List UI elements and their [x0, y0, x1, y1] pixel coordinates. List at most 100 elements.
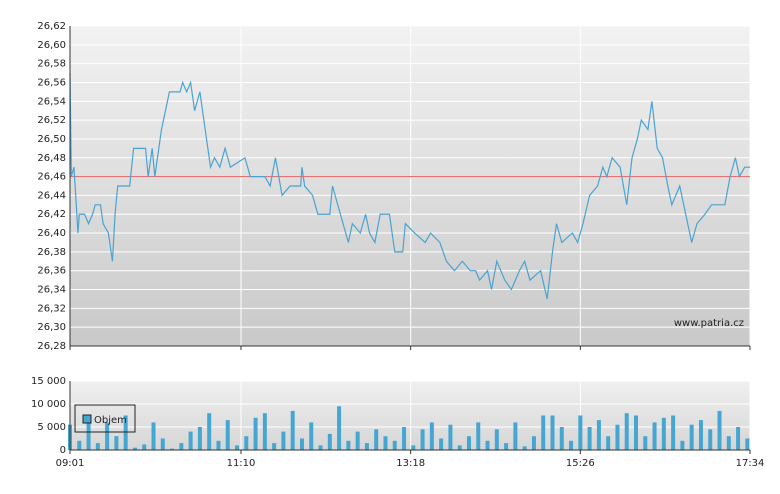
y-tick-label: 26,54 — [37, 96, 66, 107]
legend-swatch — [82, 414, 92, 424]
y-tick-label: 0 — [60, 445, 66, 456]
volume-bar — [448, 424, 453, 450]
volume-bar — [207, 413, 212, 450]
volume-bar — [281, 431, 286, 450]
volume-bar — [142, 444, 147, 450]
volume-bar — [541, 415, 546, 450]
volume-bar — [494, 429, 499, 450]
volume-bar — [262, 413, 267, 450]
y-tick-label: 26,38 — [37, 247, 66, 258]
volume-bar — [411, 445, 416, 450]
price-line — [69, 73, 750, 300]
y-tick-label: 26,32 — [37, 303, 66, 314]
volume-bar — [429, 422, 434, 450]
legend-box — [74, 404, 136, 433]
volume-bar — [745, 438, 750, 450]
y-tick-label: 26,58 — [37, 59, 66, 70]
volume-bar — [299, 438, 304, 450]
volume-bar — [105, 422, 110, 450]
volume-bar — [290, 410, 295, 450]
volume-bar — [364, 443, 369, 450]
volume-bar — [439, 438, 444, 450]
volume-bar — [188, 431, 193, 450]
x-tick-label: 17:34 — [736, 458, 765, 469]
plot-area — [70, 381, 750, 450]
plot-area — [70, 26, 750, 346]
volume-bar — [253, 417, 258, 450]
y-tick-label: 15 000 — [31, 376, 66, 387]
y-tick-label: 26,42 — [37, 209, 66, 220]
y-tick-label: 26,28 — [37, 341, 66, 352]
volume-bar — [569, 440, 574, 450]
volume-bar — [559, 427, 564, 450]
x-tick-label: 09:01 — [56, 458, 85, 469]
volume-bar — [225, 420, 230, 450]
y-tick-label: 26,62 — [37, 21, 66, 32]
volume-bar — [272, 443, 277, 450]
y-tick-label: 26,40 — [37, 228, 66, 239]
y-tick-label: 10 000 — [31, 399, 66, 410]
volume-bar — [355, 431, 360, 450]
volume-bar — [123, 415, 128, 450]
y-tick-label: 5 000 — [37, 422, 66, 433]
volume-bar — [197, 427, 202, 450]
volume-bar — [160, 438, 165, 450]
y-tick-label: 26,56 — [37, 77, 66, 88]
volume-bar — [466, 436, 471, 450]
x-tick-label: 15:26 — [566, 458, 595, 469]
volume-bar — [179, 443, 184, 450]
y-tick-label: 26,44 — [37, 190, 66, 201]
volume-bar — [485, 440, 490, 450]
volume-bar — [550, 415, 555, 450]
volume-bar — [596, 420, 601, 450]
volume-bar — [708, 429, 713, 450]
volume-bar — [420, 429, 425, 450]
volume-bar — [77, 440, 82, 450]
y-tick-label: 26,60 — [37, 40, 66, 51]
volume-bar — [392, 440, 397, 450]
volume-bar — [587, 427, 592, 450]
volume-bar — [689, 424, 694, 450]
y-tick-label: 26,36 — [37, 266, 66, 277]
volume-bar — [95, 443, 100, 450]
volume-bar — [736, 427, 741, 450]
volume-bar — [114, 436, 119, 450]
volume-bar — [457, 445, 462, 450]
volume-bar — [235, 445, 240, 450]
volume-bar — [578, 415, 583, 450]
volume-bar — [606, 436, 611, 450]
y-tick-label: 26,48 — [37, 153, 66, 164]
volume-bar — [402, 427, 407, 450]
volume-bar — [634, 415, 639, 450]
legend-label: Objem — [94, 415, 127, 426]
volume-bar — [624, 413, 629, 450]
x-tick-label: 13:18 — [396, 458, 425, 469]
volume-bar — [661, 417, 666, 450]
volume-bar — [318, 445, 323, 450]
volume-bar — [522, 446, 527, 450]
volume-bar — [717, 410, 722, 450]
y-tick-label: 26,52 — [37, 115, 66, 126]
volume-bar — [643, 436, 648, 450]
volume-bar — [244, 436, 249, 450]
volume-bar — [531, 436, 536, 450]
volume-bar — [132, 447, 137, 450]
volume-bar — [652, 422, 657, 450]
volume-bar — [504, 443, 509, 450]
volume-bar — [309, 422, 314, 450]
volume-bar — [698, 420, 703, 450]
volume-bar — [346, 440, 351, 450]
y-tick-label: 26,30 — [37, 322, 66, 333]
y-tick-label: 26,34 — [37, 285, 66, 296]
volume-bar — [726, 436, 731, 450]
volume-bar — [86, 417, 91, 450]
volume-bar — [476, 422, 481, 450]
volume-bar — [216, 440, 221, 450]
volume-bar — [671, 415, 676, 450]
y-tick-label: 26,50 — [37, 134, 66, 145]
volume-bar — [337, 406, 342, 450]
volume-bar — [151, 422, 156, 450]
volume-bar — [170, 448, 175, 450]
